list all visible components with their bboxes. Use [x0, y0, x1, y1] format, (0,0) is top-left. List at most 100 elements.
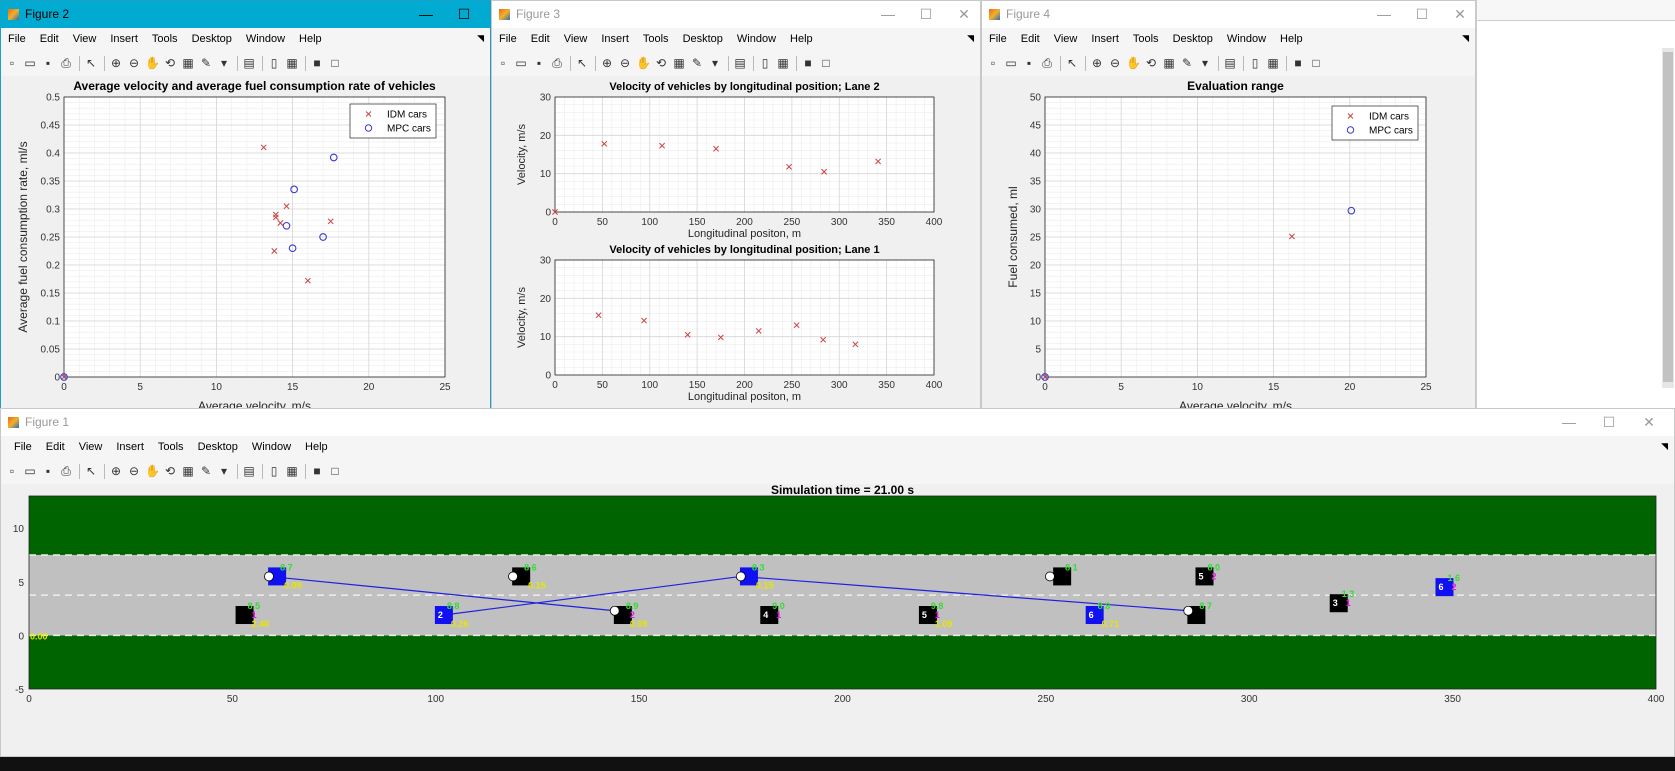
hide-tools-icon[interactable]: ■ — [1294, 56, 1302, 70]
dock-arrow-icon[interactable]: ◥ — [477, 33, 484, 43]
close-button[interactable]: ✕ — [483, 2, 490, 26]
menu-tools[interactable]: Tools — [1132, 33, 1159, 45]
menu-file[interactable]: File — [989, 33, 1007, 45]
pointer-icon[interactable]: ↖ — [85, 464, 97, 478]
save-icon[interactable]: ▪ — [45, 464, 51, 478]
figure-3-titlebar[interactable]: Figure 3 — ☐ ✕ — [492, 1, 980, 28]
menu-window[interactable]: Window — [1226, 33, 1267, 45]
menu-insert[interactable]: Insert — [110, 33, 138, 45]
print-icon[interactable]: ⎙ — [61, 56, 71, 70]
open-icon[interactable]: ▭ — [1005, 56, 1017, 70]
legend-icon[interactable]: ▦ — [286, 464, 298, 478]
minimize-button[interactable]: — — [881, 6, 895, 22]
menu-help[interactable]: Help — [790, 33, 813, 45]
open-icon[interactable]: ▭ — [24, 464, 36, 478]
zoom-in-icon[interactable]: ⊕ — [1091, 56, 1103, 70]
close-button[interactable]: ✕ — [1454, 6, 1466, 22]
brush-icon[interactable]: ✎ — [1181, 56, 1193, 70]
dock-arrow-icon[interactable]: ◥ — [967, 33, 974, 43]
menu-insert[interactable]: Insert — [1091, 33, 1119, 45]
dropdown-icon[interactable]: ▾ — [220, 56, 228, 70]
menu-view[interactable]: View — [72, 33, 97, 45]
figure-1-road-simulation[interactable]: Simulation time = 21.00 s0 50 100 150 200 250… — [1, 483, 1674, 756]
figure-4-titlebar[interactable]: Figure 4 — ☐ ✕ — [982, 1, 1475, 28]
save-icon[interactable]: ▪ — [45, 56, 51, 70]
menu-tools[interactable]: Tools — [151, 33, 178, 45]
figure-4-chart[interactable]: 0 5 10 15 20 25 0 5 10 15 20 25 30 35 40 45 50 Evaluation… — [982, 76, 1475, 410]
pan-icon[interactable]: ✋ — [145, 464, 160, 478]
show-tools-icon[interactable]: □ — [822, 56, 830, 70]
pointer-icon[interactable]: ↖ — [576, 56, 588, 70]
menu-help[interactable]: Help — [299, 33, 322, 45]
menu-help[interactable]: Help — [305, 441, 328, 453]
brush-icon[interactable]: ✎ — [200, 464, 212, 478]
zoom-out-icon[interactable]: ⊖ — [619, 56, 631, 70]
hide-tools-icon[interactable]: ■ — [313, 56, 321, 70]
maximize-button[interactable]: ☐ — [1602, 414, 1616, 430]
new-figure-icon[interactable]: ▫ — [500, 56, 506, 70]
figure-1-titlebar[interactable]: Figure 1 — ☐ ✕ — [1, 409, 1674, 436]
figure-2-window[interactable]: Figure 2 — ☐ ✕ File Edit View Insert Tools De… — [0, 0, 491, 414]
menu-help[interactable]: Help — [1280, 33, 1303, 45]
zoom-in-icon[interactable]: ⊕ — [601, 56, 613, 70]
new-figure-icon[interactable]: ▫ — [990, 56, 996, 70]
show-tools-icon[interactable]: □ — [331, 464, 339, 478]
colorbar-icon[interactable]: ▯ — [270, 464, 278, 478]
menu-file[interactable]: File — [8, 33, 26, 45]
dock-arrow-icon[interactable]: ◥ — [1661, 441, 1668, 451]
brush-icon[interactable]: ✎ — [691, 56, 703, 70]
menu-insert[interactable]: Insert — [116, 441, 144, 453]
dropdown-icon[interactable]: ▾ — [220, 464, 228, 478]
data-cursor-icon[interactable]: ▦ — [1163, 56, 1175, 70]
menu-edit[interactable]: Edit — [1020, 33, 1040, 45]
hide-tools-icon[interactable]: ■ — [313, 464, 321, 478]
show-tools-icon[interactable]: □ — [331, 56, 339, 70]
print-icon[interactable]: ⎙ — [1042, 56, 1052, 70]
zoom-out-icon[interactable]: ⊖ — [128, 56, 140, 70]
menu-insert[interactable]: Insert — [601, 33, 629, 45]
maximize-button[interactable]: ☐ — [919, 6, 933, 22]
save-icon[interactable]: ▪ — [1026, 56, 1032, 70]
save-icon[interactable]: ▪ — [536, 56, 542, 70]
dropdown-icon[interactable]: ▾ — [711, 56, 719, 70]
dropdown-icon[interactable]: ▾ — [1201, 56, 1209, 70]
legend-icon[interactable]: ▦ — [1267, 56, 1279, 70]
pan-icon[interactable]: ✋ — [636, 56, 651, 70]
pan-icon[interactable]: ✋ — [1126, 56, 1141, 70]
figure-2-titlebar[interactable]: Figure 2 — ☐ ✕ — [1, 1, 490, 28]
close-button[interactable]: ✕ — [1643, 414, 1655, 430]
menu-tools[interactable]: Tools — [157, 441, 184, 453]
menu-desktop[interactable]: Desktop — [191, 33, 232, 45]
menu-file[interactable]: File — [14, 441, 32, 453]
menu-view[interactable]: View — [78, 441, 103, 453]
minimize-button[interactable]: — — [1562, 414, 1576, 430]
menu-tools[interactable]: Tools — [642, 33, 669, 45]
new-figure-icon[interactable]: ▫ — [9, 56, 15, 70]
brush-icon[interactable]: ✎ — [200, 56, 212, 70]
figure-3-window[interactable]: Figure 3 — ☐ ✕ File Edit View Insert Tools De… — [491, 0, 981, 410]
zoom-out-icon[interactable]: ⊖ — [1109, 56, 1121, 70]
figure-4-window[interactable]: Figure 4 — ☐ ✕ File Edit View Insert Tools De… — [981, 0, 1476, 410]
scrollbar[interactable] — [1662, 48, 1674, 388]
menu-edit[interactable]: Edit — [45, 441, 65, 453]
print-icon[interactable]: ⎙ — [61, 464, 71, 478]
menu-edit[interactable]: Edit — [39, 33, 59, 45]
data-cursor-icon[interactable]: ▦ — [182, 464, 194, 478]
menu-desktop[interactable]: Desktop — [197, 441, 238, 453]
minimize-button[interactable]: — — [419, 6, 433, 22]
colorbar-icon[interactable]: ▯ — [1251, 56, 1259, 70]
menu-view[interactable]: View — [563, 33, 588, 45]
pan-icon[interactable]: ✋ — [145, 56, 160, 70]
rotate-icon[interactable]: ⟲ — [655, 56, 667, 70]
rotate-icon[interactable]: ⟲ — [1145, 56, 1157, 70]
close-button[interactable]: ✕ — [958, 6, 970, 22]
menu-window[interactable]: Window — [245, 33, 286, 45]
hide-tools-icon[interactable]: ■ — [804, 56, 812, 70]
minimize-button[interactable]: — — [1377, 6, 1391, 22]
rotate-icon[interactable]: ⟲ — [164, 464, 176, 478]
link-icon[interactable]: ▤ — [243, 56, 255, 70]
figure-1-window[interactable]: Figure 1 — ☐ ✕ File Edit View Insert Tools De… — [0, 408, 1675, 757]
zoom-in-icon[interactable]: ⊕ — [110, 464, 122, 478]
maximize-button[interactable]: ☐ — [1415, 6, 1429, 22]
link-icon[interactable]: ▤ — [243, 464, 255, 478]
